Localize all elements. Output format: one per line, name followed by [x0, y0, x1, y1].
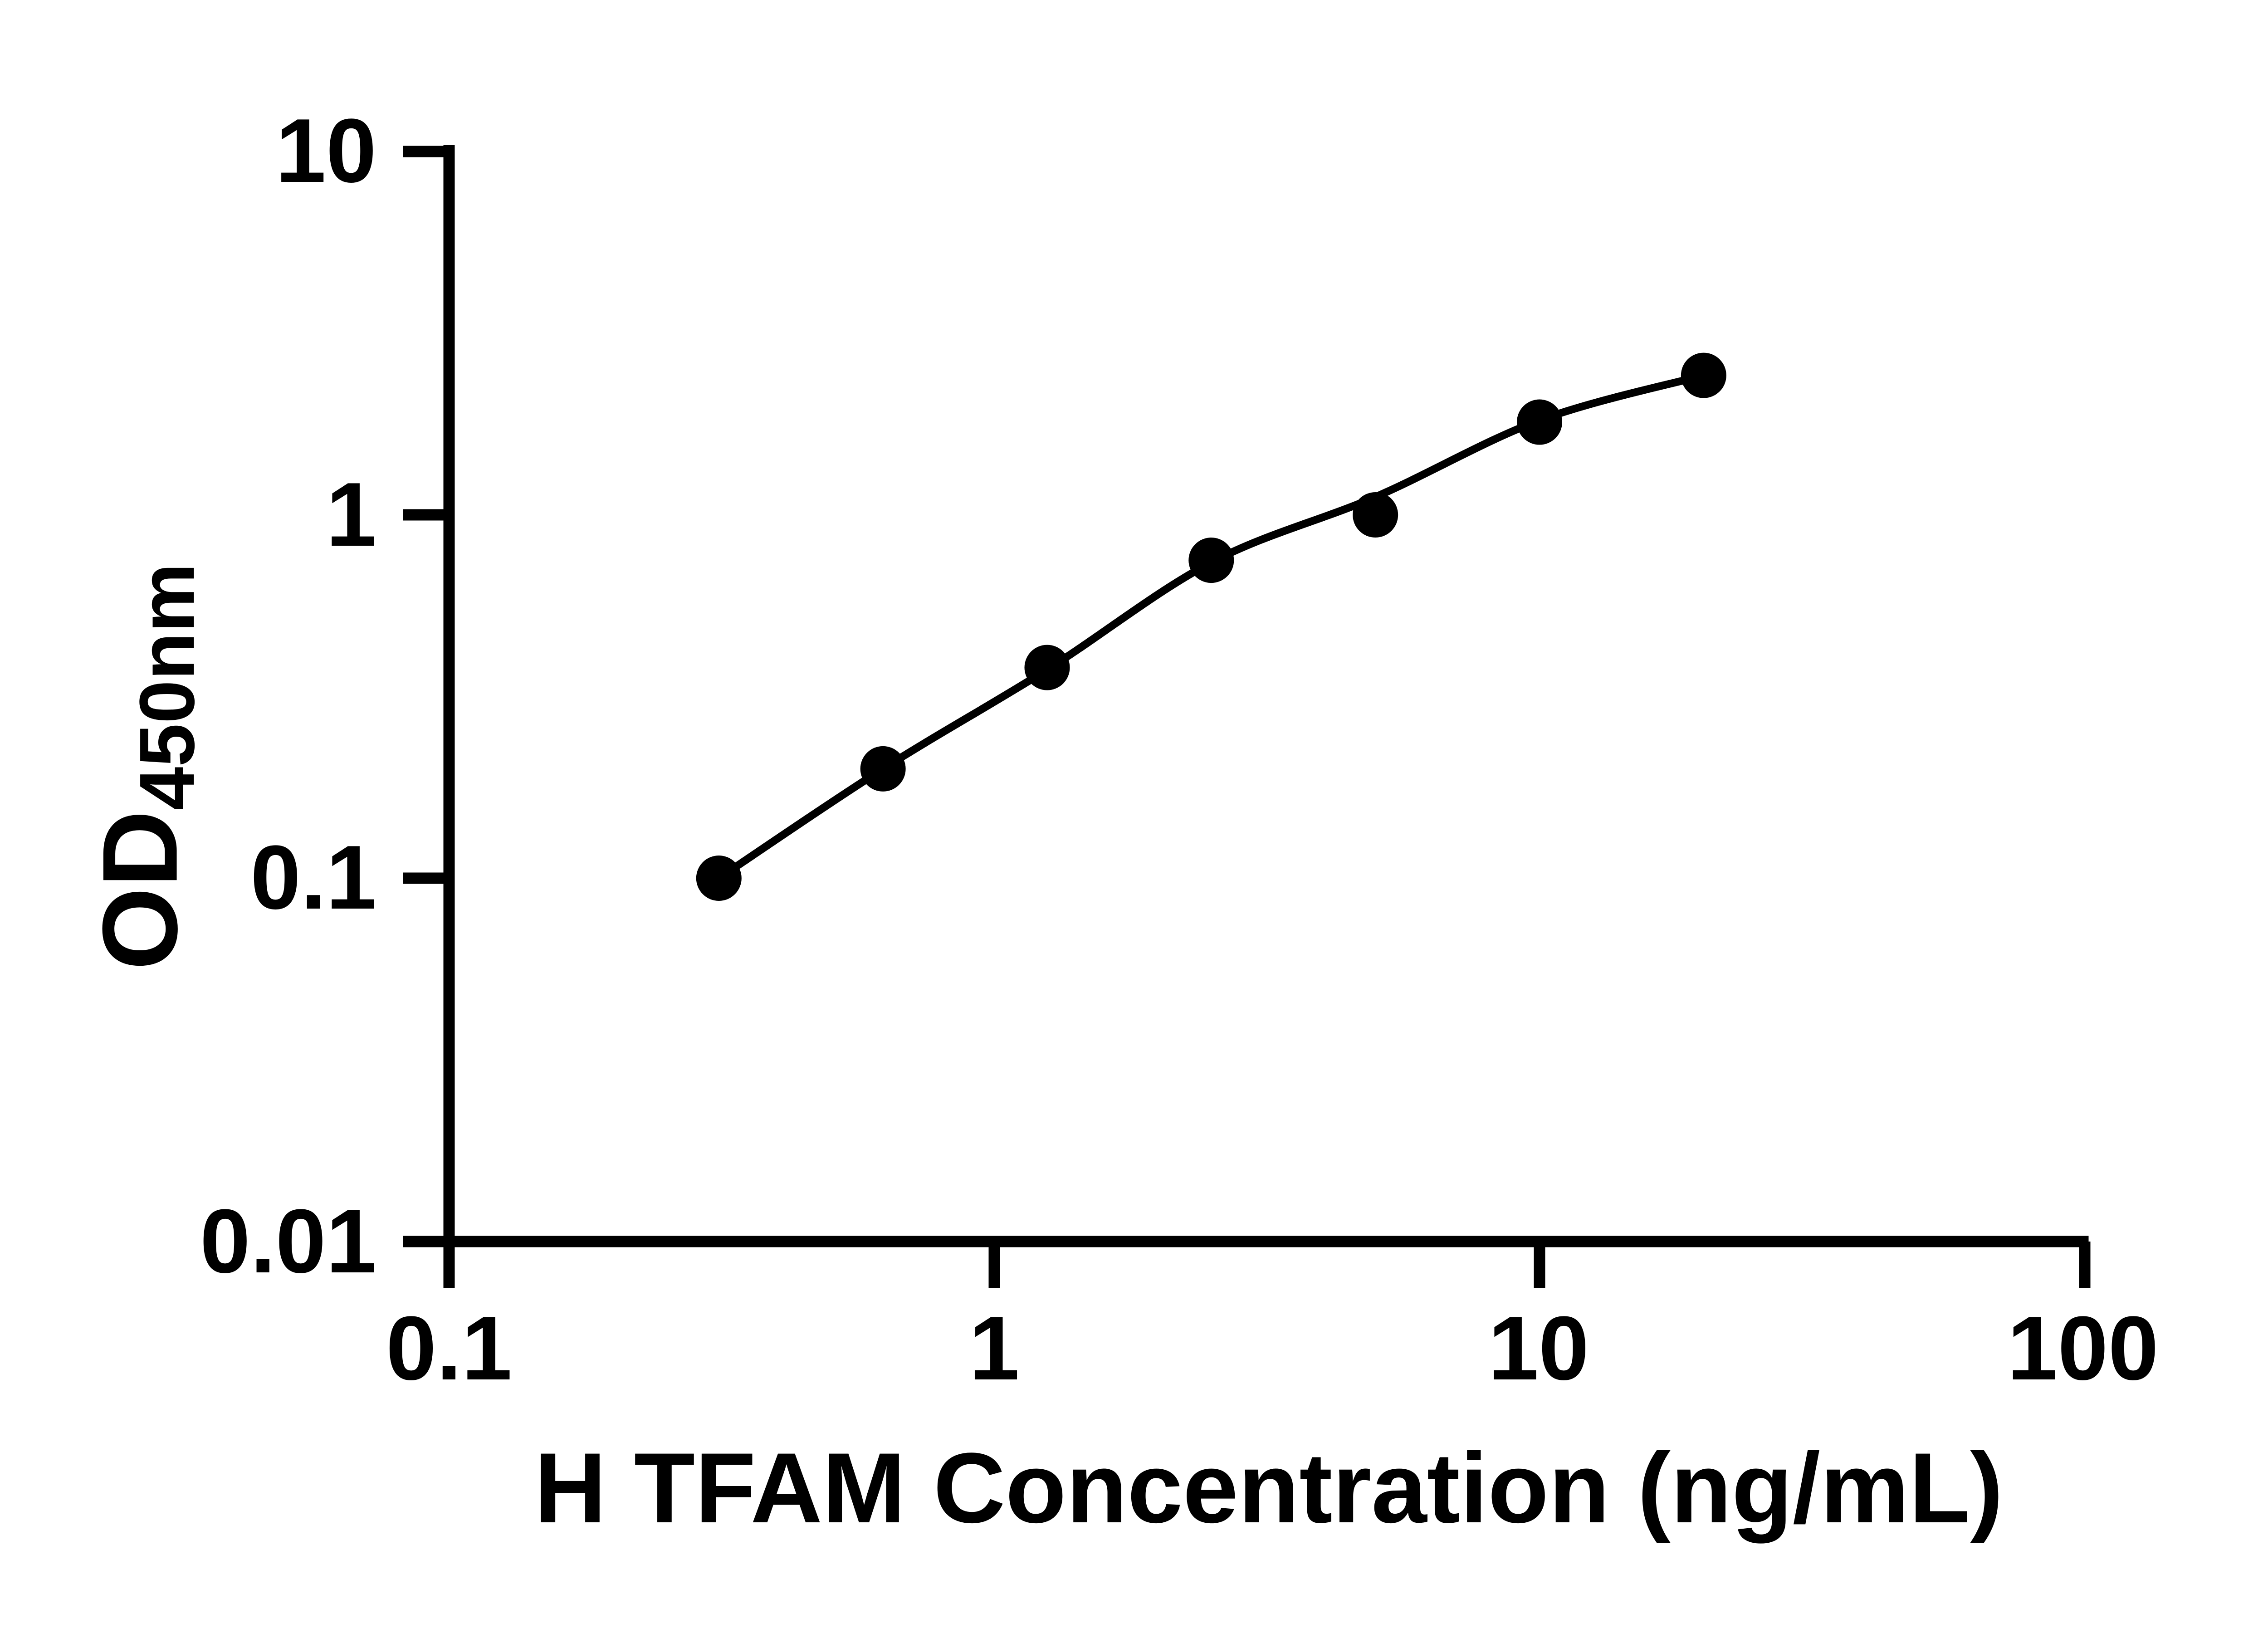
x-tick-label-100: 100	[2007, 1298, 2159, 1399]
data-point	[1353, 492, 1398, 538]
x-tick-label-1: 1	[969, 1298, 1020, 1399]
y-axis-title-subscript: 450nm	[123, 563, 211, 811]
y-tick-label-10: 10	[275, 100, 376, 201]
y-tick-label-1: 1	[326, 464, 376, 565]
data-point	[860, 746, 906, 792]
data-point	[1024, 645, 1070, 690]
data-point	[1681, 352, 1726, 398]
x-tick-label-0-1: 0.1	[386, 1298, 513, 1399]
data-point	[696, 856, 742, 901]
y-tick-label-0-1: 0.1	[250, 827, 376, 928]
y-tick-label-0-01: 0.01	[200, 1191, 376, 1292]
data-point	[1517, 399, 1562, 445]
data-point	[1188, 538, 1234, 583]
fit-curve	[717, 372, 1705, 882]
x-axis-title: H TFAM Concentration (ng/mL)	[534, 1432, 2004, 1544]
x-tick-label-10: 10	[1488, 1298, 1589, 1399]
